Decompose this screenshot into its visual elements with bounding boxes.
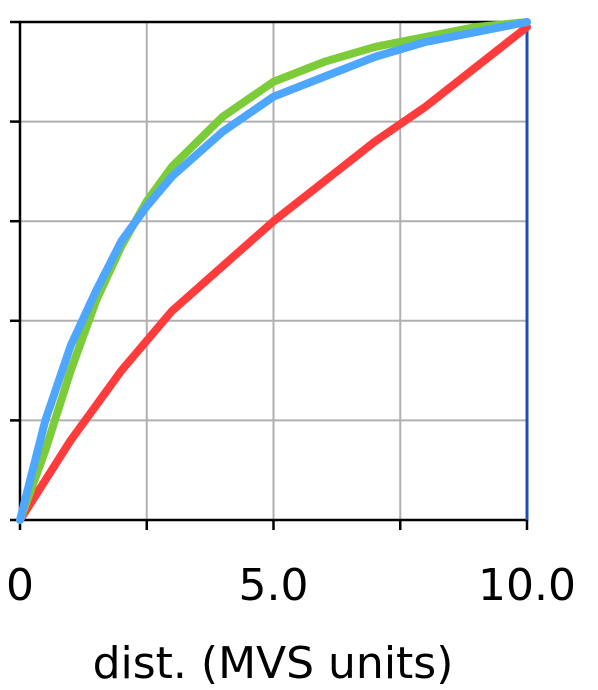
x-tick-label: 0 <box>6 560 34 611</box>
data-line <box>16 18 531 524</box>
data-line <box>16 22 531 524</box>
x-tick-label: 5.0 <box>239 560 309 611</box>
x-tick-label: 10.0 <box>478 560 576 611</box>
data-line <box>16 18 531 524</box>
x-axis-label: dist. (MVS units) <box>93 638 454 689</box>
